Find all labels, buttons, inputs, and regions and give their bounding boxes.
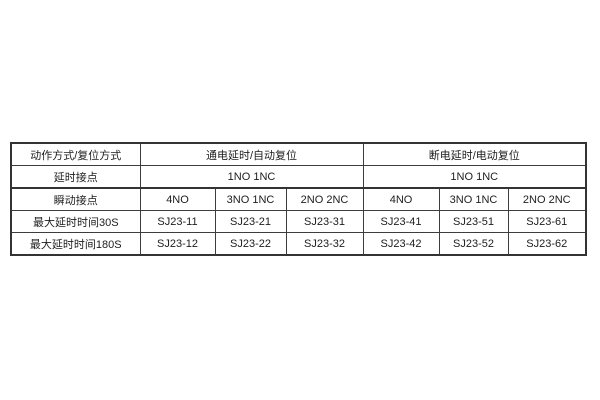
model-cell: SJ23-11 [139, 210, 216, 233]
model-cell: SJ23-22 [214, 232, 287, 256]
contact-config-cell: 2NO 2NC [285, 187, 364, 211]
relay-selection-table: 动作方式/复位方式 通电延时/自动复位 断电延时/电动复位 延时接点 1NO 1… [10, 142, 588, 256]
max-delay-180s-row: 最大延时时间180S SJ23-12 SJ23-22 SJ23-32 SJ23-… [10, 232, 587, 256]
instant-contact-row: 瞬动接点 4NO 3NO 1NC 2NO 2NC 4NO 3NO 1NC 2NO… [10, 187, 587, 211]
model-cell: SJ23-41 [362, 210, 440, 233]
model-cell: SJ23-21 [214, 210, 287, 233]
model-cell: SJ23-42 [362, 232, 440, 256]
model-cell: SJ23-62 [507, 232, 587, 256]
contact-config-cell: 3NO 1NC [438, 187, 509, 211]
model-cell: SJ23-61 [507, 210, 587, 233]
relay-selection-table-wrapper: 动作方式/复位方式 通电延时/自动复位 断电延时/电动复位 延时接点 1NO 1… [10, 142, 588, 256]
contact-config-cell: 4NO [139, 187, 216, 211]
delay-contact-left-value: 1NO 1NC [139, 165, 364, 189]
row-header-instant-contact: 瞬动接点 [10, 187, 141, 211]
row-header-max-delay-30s: 最大延时时间30S [10, 210, 141, 233]
delay-contact-row: 延时接点 1NO 1NC 1NO 1NC [10, 165, 587, 189]
contact-config-cell: 4NO [362, 187, 440, 211]
model-cell: SJ23-31 [285, 210, 364, 233]
contact-config-cell: 2NO 2NC [507, 187, 587, 211]
model-cell: SJ23-12 [139, 232, 216, 256]
row-header-action-mode: 动作方式/复位方式 [10, 142, 141, 166]
group-header-power-on-delay: 通电延时/自动复位 [139, 142, 364, 166]
row-header-delay-contact: 延时接点 [10, 165, 141, 189]
model-cell: SJ23-52 [438, 232, 509, 256]
contact-config-cell: 3NO 1NC [214, 187, 287, 211]
model-cell: SJ23-32 [285, 232, 364, 256]
group-header-power-off-delay: 断电延时/电动复位 [362, 142, 587, 166]
model-cell: SJ23-51 [438, 210, 509, 233]
delay-contact-right-value: 1NO 1NC [362, 165, 587, 189]
max-delay-30s-row: 最大延时时间30S SJ23-11 SJ23-21 SJ23-31 SJ23-4… [10, 210, 587, 233]
row-header-max-delay-180s: 最大延时时间180S [10, 232, 141, 256]
header-row: 动作方式/复位方式 通电延时/自动复位 断电延时/电动复位 [10, 142, 587, 166]
